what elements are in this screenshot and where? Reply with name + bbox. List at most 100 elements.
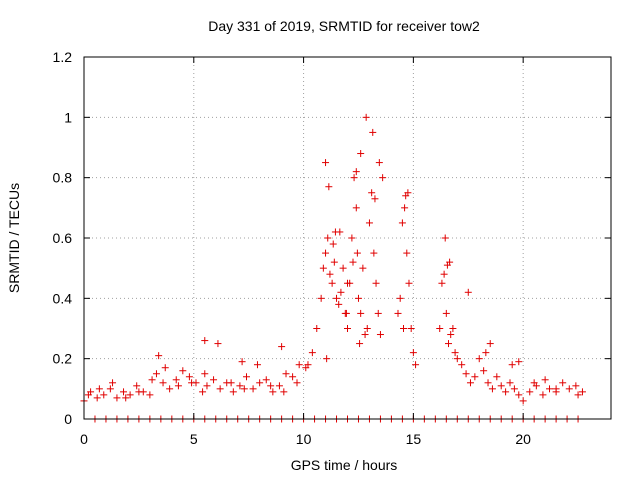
data-point xyxy=(572,382,580,390)
data-point xyxy=(552,385,560,393)
data-point xyxy=(282,370,290,378)
data-point xyxy=(362,113,370,121)
data-point xyxy=(471,373,479,381)
data-point xyxy=(326,270,334,278)
data-point xyxy=(201,370,209,378)
data-point xyxy=(458,361,466,369)
data-point xyxy=(84,391,92,399)
data-point xyxy=(357,150,365,158)
data-point xyxy=(337,288,345,296)
data-point xyxy=(188,379,196,387)
y-tick-label: 0.6 xyxy=(53,230,73,246)
data-point xyxy=(269,388,277,396)
data-point xyxy=(159,379,167,387)
data-point xyxy=(295,361,303,369)
y-axis-label: SRMTID / TECUs xyxy=(6,183,22,293)
data-point xyxy=(402,192,410,200)
data-point xyxy=(480,367,488,375)
data-point xyxy=(443,261,451,269)
data-point xyxy=(530,379,538,387)
data-point xyxy=(541,376,549,384)
data-point xyxy=(407,325,415,332)
data-point xyxy=(317,294,325,302)
data-point xyxy=(352,168,360,176)
data-point xyxy=(146,391,154,399)
data-point xyxy=(313,325,321,332)
data-point xyxy=(464,288,472,296)
data-point xyxy=(365,219,373,227)
data-point xyxy=(236,382,244,390)
data-point xyxy=(376,331,384,339)
data-point xyxy=(335,300,343,308)
data-point xyxy=(370,249,378,257)
y-tick-label: 0.4 xyxy=(53,290,73,306)
data-point xyxy=(339,264,347,272)
data-point xyxy=(214,340,222,348)
data-point xyxy=(546,385,554,393)
data-point xyxy=(374,309,382,317)
data-point xyxy=(482,349,490,357)
data-point xyxy=(403,249,411,257)
data-point xyxy=(352,204,360,212)
data-point xyxy=(515,391,523,399)
data-point xyxy=(353,249,361,257)
data-point xyxy=(401,204,409,212)
y-tick-label: 0.8 xyxy=(53,170,73,186)
data-point xyxy=(356,340,364,348)
data-point xyxy=(203,382,211,390)
data-point xyxy=(330,258,338,266)
data-point xyxy=(122,394,130,402)
data-point xyxy=(375,159,383,167)
data-point xyxy=(372,279,380,287)
data-point xyxy=(342,309,350,317)
data-point xyxy=(133,382,141,390)
data-point xyxy=(436,325,444,332)
axis-ticks xyxy=(83,56,611,420)
data-point xyxy=(210,376,218,384)
data-point xyxy=(399,325,407,332)
y-tick-label: 0.2 xyxy=(53,351,73,367)
data-point xyxy=(445,340,453,348)
data-point xyxy=(349,258,357,266)
data-point xyxy=(322,159,330,167)
x-tick-label: 10 xyxy=(296,431,312,447)
data-point xyxy=(240,385,248,393)
data-point xyxy=(574,391,582,399)
data-point xyxy=(486,340,494,348)
data-point xyxy=(510,385,518,393)
data-point xyxy=(475,355,483,363)
data-point xyxy=(322,249,330,257)
data-point xyxy=(304,361,312,369)
data-point xyxy=(319,264,327,272)
data-point xyxy=(185,373,193,381)
data-point xyxy=(350,174,358,182)
data-point xyxy=(447,331,455,339)
data-point xyxy=(565,385,573,393)
data-point xyxy=(578,388,586,396)
data-point xyxy=(497,382,505,390)
data-point xyxy=(462,370,470,378)
data-point xyxy=(363,325,371,332)
grid-lines xyxy=(84,57,611,419)
data-point xyxy=(398,219,406,227)
data-point xyxy=(361,331,369,339)
data-point xyxy=(453,355,461,363)
data-point xyxy=(369,128,377,136)
data-point xyxy=(348,234,356,242)
data-point xyxy=(155,352,163,360)
x-tick-label: 20 xyxy=(515,431,531,447)
data-point xyxy=(227,379,235,387)
data-point xyxy=(371,195,379,203)
data-point xyxy=(331,228,339,236)
data-point xyxy=(238,358,246,366)
data-points xyxy=(80,113,586,423)
plot-frame xyxy=(83,56,612,420)
data-point xyxy=(526,388,534,396)
data-point xyxy=(394,309,402,317)
data-point xyxy=(166,385,174,393)
data-point xyxy=(519,397,527,405)
data-point xyxy=(559,379,567,387)
data-point xyxy=(368,189,376,197)
data-point xyxy=(441,234,449,242)
